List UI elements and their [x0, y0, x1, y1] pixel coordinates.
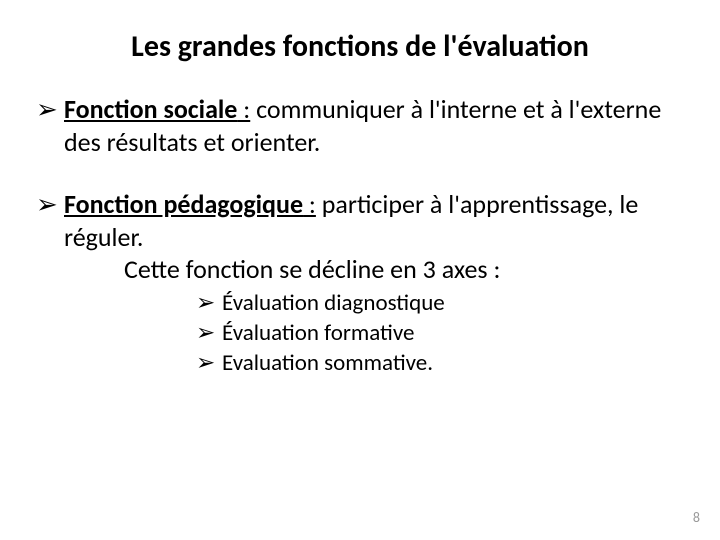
sub-bullet-2-text: Évaluation formative	[222, 319, 414, 347]
page-number: 8	[693, 509, 700, 526]
bullet-1-term: Fonction sociale	[64, 93, 237, 125]
chevron-right-icon: ➢	[36, 188, 64, 221]
slide-title: Les grandes fonctions de l'évaluation	[36, 28, 684, 65]
bullet-1: ➢Fonction sociale : communiquer à l'inte…	[36, 93, 684, 158]
sub-bullet-2: ➢Évaluation formative	[196, 318, 684, 348]
bullet-2-term: Fonction pédagogique	[64, 188, 303, 220]
bullet-2-extra: Cette fonction se décline en 3 axes :	[64, 253, 684, 286]
bullet-2-colon: :	[303, 188, 316, 220]
slide: Les grandes fonctions de l'évaluation ➢F…	[0, 0, 720, 540]
sub-bullet-1-text: Évaluation diagnostique	[222, 289, 445, 317]
sub-bullet-1: ➢Évaluation diagnostique	[196, 288, 684, 318]
bullet-1-colon: :	[237, 93, 250, 125]
sub-bullet-list: ➢Évaluation diagnostique ➢Évaluation for…	[36, 288, 684, 379]
sub-bullet-3: ➢Evaluation sommative.	[196, 348, 684, 378]
chevron-right-icon: ➢	[196, 348, 222, 377]
chevron-right-icon: ➢	[196, 318, 222, 347]
sub-bullet-3-text: Evaluation sommative.	[222, 349, 433, 377]
chevron-right-icon: ➢	[196, 288, 222, 317]
bullet-2: ➢Fonction pédagogique : participer à l'a…	[36, 188, 684, 286]
chevron-right-icon: ➢	[36, 93, 64, 126]
